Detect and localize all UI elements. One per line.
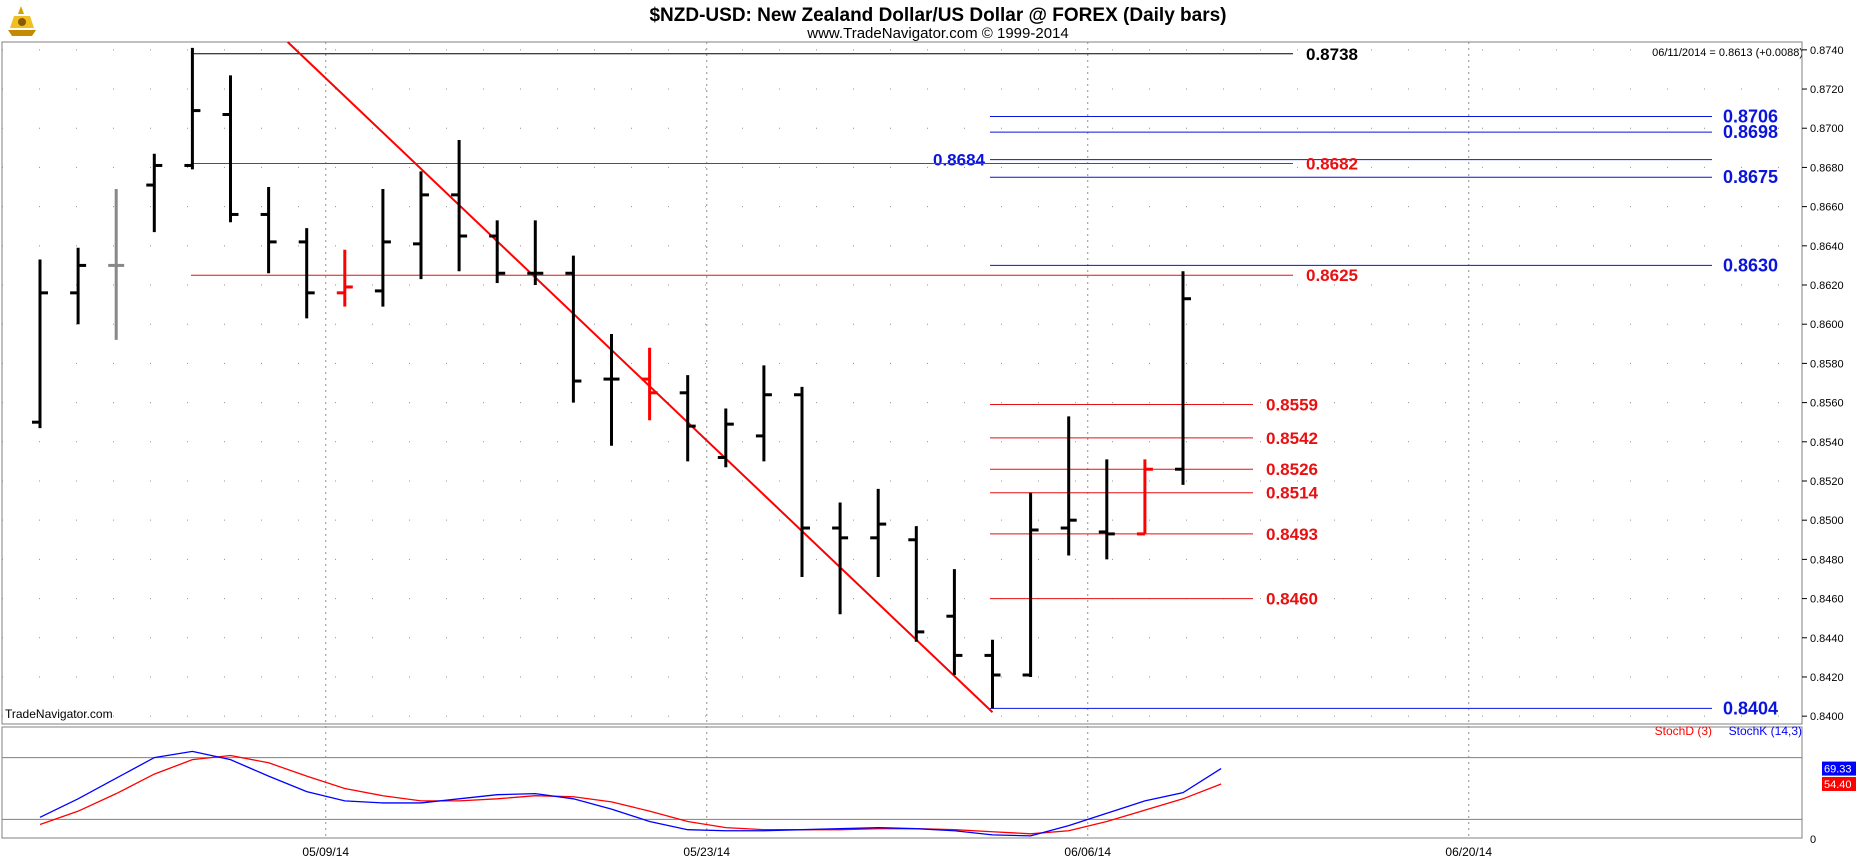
y-tick-label: 0.8500 xyxy=(1810,515,1844,527)
stoch-k-legend: StochK (14,3) xyxy=(1729,724,1802,738)
ohlc-bar xyxy=(641,347,658,421)
level-label: 0.8526 xyxy=(1266,460,1318,479)
ohlc-bar xyxy=(908,526,925,642)
level-label: 0.8675 xyxy=(1723,167,1778,187)
y-tick-label: 0.8660 xyxy=(1810,202,1844,214)
watermark: TradeNavigator.com xyxy=(5,707,113,721)
chart-title: $NZD-USD: New Zealand Dollar/US Dollar @… xyxy=(649,5,1226,26)
level-label: 0.8698 xyxy=(1723,122,1778,142)
x-tick-label: 05/23/14 xyxy=(683,845,730,859)
ohlc-bar xyxy=(870,488,887,578)
ohlc-bar xyxy=(336,249,353,307)
ohlc-bar xyxy=(70,247,87,325)
ohlc-bar xyxy=(108,188,125,340)
y-tick-label: 0.8700 xyxy=(1810,123,1844,135)
ohlc-bar xyxy=(32,259,48,429)
ohlc-bar xyxy=(222,75,239,223)
ohlc-bar xyxy=(298,228,315,319)
stoch-d-value-box xyxy=(1822,776,1856,791)
y-tick-label: 0.8580 xyxy=(1810,358,1844,370)
ohlc-bar xyxy=(1175,271,1191,485)
level-label: 0.8630 xyxy=(1723,255,1778,275)
level-label: 0.8460 xyxy=(1266,590,1318,609)
y-tick-label: 0.8600 xyxy=(1810,319,1844,331)
level-label: 0.8738 xyxy=(1306,45,1358,64)
last-quote: 06/11/2014 = 0.8613 (+0.0088) xyxy=(1652,47,1803,59)
ohlc-bar xyxy=(146,153,163,233)
level-label: 0.8682 xyxy=(1306,155,1358,174)
ohlc-bar xyxy=(413,171,429,280)
level-label: 0.8684 xyxy=(933,151,986,170)
stoch-d-legend: StochD (3) xyxy=(1655,724,1712,738)
stoch-panel-border xyxy=(1,726,1803,839)
level-label: 0.8706 xyxy=(1723,106,1778,126)
x-tick-label: 06/06/14 xyxy=(1064,845,1111,859)
ohlc-bar xyxy=(1022,492,1039,677)
y-tick-label: 0.8460 xyxy=(1810,594,1844,606)
ohlc-bar xyxy=(832,502,849,615)
level-label: 0.8493 xyxy=(1266,525,1318,544)
level-label: 0.8559 xyxy=(1266,396,1318,415)
ohlc-bar xyxy=(1136,459,1153,536)
level-label: 0.8542 xyxy=(1266,429,1318,448)
ohlc-bar xyxy=(184,47,201,170)
stoch-d-value: 54.40 xyxy=(1824,779,1852,791)
ohlc-bar xyxy=(489,220,506,284)
level-label: 0.8404 xyxy=(1723,698,1778,718)
y-tick-label: 0.8720 xyxy=(1810,84,1844,96)
chart-subtitle: www.TradeNavigator.com © 1999-2014 xyxy=(806,25,1068,42)
level-label: 0.8625 xyxy=(1306,266,1358,285)
y-tick-label: 0.8640 xyxy=(1810,241,1844,253)
ohlc-bar xyxy=(603,334,620,446)
stoch-k-value: 69.33 xyxy=(1824,764,1852,776)
ohlc-bar xyxy=(946,569,963,676)
ohlc-bar xyxy=(755,365,772,462)
x-tick-label: 05/09/14 xyxy=(302,845,349,859)
date-axis: 05/09/14 05/23/14 06/06/14 06/20/14 xyxy=(302,845,1492,859)
stoch-d-line xyxy=(39,754,1222,835)
ohlc-bar xyxy=(527,220,544,286)
ohlc-bar xyxy=(794,386,810,578)
y-tick-label: 0.8420 xyxy=(1810,672,1844,684)
y-tick-label: 0.8440 xyxy=(1810,633,1844,645)
y-tick-label: 0.8740 xyxy=(1810,45,1844,57)
ohlc-bar xyxy=(1060,416,1077,556)
x-tick-label: 06/20/14 xyxy=(1445,845,1492,859)
y-tick-label: 0.8680 xyxy=(1810,162,1844,174)
y-tick-label: 0.8560 xyxy=(1810,398,1844,410)
price-grid xyxy=(2,42,1802,838)
stochastic-panel: 0 69.33 54.40 xyxy=(2,750,1856,846)
stoch-k-value-box xyxy=(1822,761,1856,776)
y-tick-label: 0.8400 xyxy=(1810,711,1844,723)
level-label: 0.8514 xyxy=(1266,484,1319,503)
ohlc-bars xyxy=(32,47,1191,709)
ohlc-bar xyxy=(260,187,277,274)
y-tick-label: 0.8520 xyxy=(1810,476,1844,488)
ohlc-bar xyxy=(717,408,734,468)
trendline xyxy=(286,41,994,713)
ohlc-bar xyxy=(565,255,582,403)
stoch-tick-label: 0 xyxy=(1810,834,1816,846)
panel-frame xyxy=(1,41,1803,839)
y-tick-label: 0.8480 xyxy=(1810,554,1844,566)
price-panel-border xyxy=(1,41,1803,725)
ohlc-bar xyxy=(451,139,468,272)
stoch-k-line xyxy=(39,750,1222,837)
y-tick-label: 0.8620 xyxy=(1810,280,1844,292)
ohlc-bar xyxy=(984,639,1001,709)
ohlc-bar xyxy=(374,188,391,307)
ohlc-bar xyxy=(679,375,696,462)
price-axis: 0.8740 0.8720 0.8700 0.8680 0.8660 0.8640 0.86… xyxy=(1802,45,1844,723)
navigator-logo xyxy=(4,6,38,36)
y-tick-label: 0.8540 xyxy=(1810,437,1844,449)
ohlc-bar xyxy=(1098,459,1115,560)
trend-line xyxy=(286,41,994,713)
